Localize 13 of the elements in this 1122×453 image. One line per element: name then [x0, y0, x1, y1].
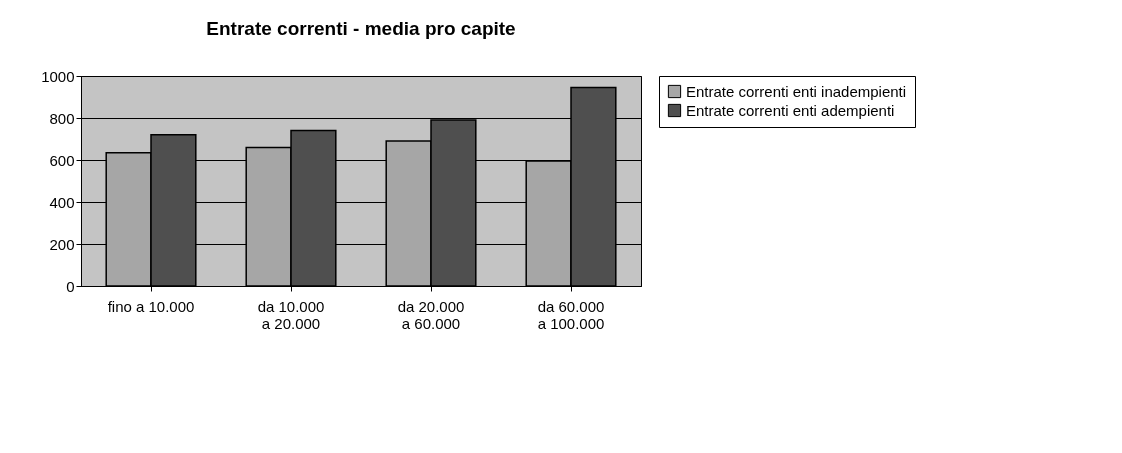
x-tick-label: da 60.000 a 100.000	[537, 297, 605, 332]
y-tick-label: 1000	[41, 67, 75, 85]
y-tick-label: 800	[49, 109, 75, 127]
legend-label: Entrate correnti enti inadempienti	[686, 82, 907, 100]
y-tick-label: 0	[66, 277, 75, 295]
chart-title: Entrate correnti - media pro capite	[206, 18, 516, 39]
legend-label: Entrate correnti enti adempienti	[686, 101, 895, 119]
x-tick-label: fino a 10.000	[107, 297, 195, 315]
x-tick-label: da 20.000 a 60.000	[397, 297, 465, 332]
y-tick-label: 200	[49, 235, 75, 253]
x-tick-label: da 10.000 a 20.000	[257, 297, 325, 332]
y-tick-label: 400	[49, 193, 75, 211]
y-tick-label: 600	[49, 151, 75, 169]
